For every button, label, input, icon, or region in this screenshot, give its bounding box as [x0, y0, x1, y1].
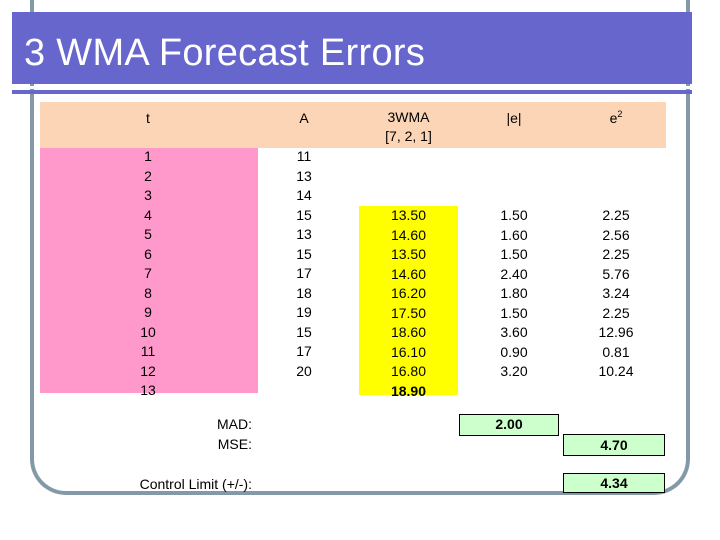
control-limit-value: 4.34: [563, 473, 665, 493]
t-cell: 4: [144, 206, 152, 223]
t-cell: 13: [140, 382, 156, 398]
error-squared-cell: 0.81: [602, 343, 630, 360]
t-cell: 8: [144, 284, 152, 301]
abs-error-cell: 1.50: [500, 207, 528, 223]
wma-cell: 16.20: [390, 285, 427, 301]
t-cell: 2: [144, 167, 152, 184]
error-squared-cell: 2.25: [602, 207, 630, 223]
header-a: A: [299, 110, 309, 126]
wma-cell: 18.60: [390, 324, 427, 340]
wma-cell: 13.50: [390, 246, 427, 262]
header-3wma-label: 3WMA: [387, 109, 430, 125]
a-cell: 15: [296, 323, 312, 340]
error-squared-cell: 12.96: [598, 324, 634, 340]
abs-error-cell: 3.20: [500, 363, 528, 379]
t-cell: 5: [144, 226, 152, 242]
slide-title: 3 WMA Forecast Errors: [24, 32, 426, 74]
a-cell: 18: [296, 284, 312, 301]
error-squared-cell: 3.24: [602, 285, 630, 301]
wma-cell: 16.10: [390, 343, 427, 360]
wma-cell: 18.90: [390, 382, 427, 399]
wma-column: 13.50 14.60 13.50 14.60 16.20 17.50 18.60 16.10…: [359, 206, 458, 401]
abs-error-cell: 2.40: [500, 265, 528, 282]
wma-column-background: [359, 206, 458, 395]
slide-frame: [30, 0, 690, 495]
error-squared-cell: 5.76: [602, 265, 630, 282]
t-cell: 7: [144, 265, 152, 281]
wma-cell: 17.50: [390, 304, 427, 321]
wma-cell: 13.50: [390, 207, 427, 223]
abs-error-cell: 1.60: [500, 226, 528, 243]
a-cell: 13: [296, 167, 312, 184]
header-e2-base: e: [609, 110, 618, 126]
t-cell: 3: [144, 187, 152, 203]
a-column: 11 13 14 15 13 15 17 18 19 15 17 20: [284, 147, 324, 381]
error-squared-cell: 2.56: [602, 226, 630, 243]
t-cell: 12: [140, 362, 156, 379]
control-limit-label: Control Limit (+/-):: [139, 476, 252, 492]
a-cell: 20: [296, 362, 312, 379]
t-column-background: [40, 148, 258, 393]
t-cell: 9: [144, 304, 152, 320]
header-error-squared: e2: [596, 109, 636, 127]
t-cell: 10: [140, 323, 156, 340]
t-column: 1 2 3 4 5 6 7 8 9 10 11 12 13: [128, 147, 168, 401]
a-cell: 14: [296, 187, 312, 203]
header-e2-exponent: 2: [617, 109, 623, 119]
abs-error-cell: 3.60: [500, 324, 528, 340]
header-3wma-weights: [7, 2, 1]: [385, 128, 432, 144]
mad-label: MAD:: [217, 416, 252, 432]
title-bar: [12, 12, 692, 94]
a-cell: 15: [296, 245, 312, 262]
error-squared-cell: 2.25: [602, 246, 630, 262]
mse-label: MSE:: [217, 436, 252, 452]
mse-value: 4.70: [563, 434, 665, 456]
abs-error-cell: 1.50: [500, 246, 528, 262]
t-cell: 11: [140, 343, 156, 359]
title-divider: [24, 86, 692, 89]
error-squared-cell: 2.25: [602, 304, 630, 321]
a-cell: 13: [296, 226, 312, 242]
mad-value: 2.00: [459, 414, 559, 436]
header-t: t: [146, 110, 150, 126]
abs-error-cell: 1.50: [500, 304, 528, 321]
a-cell: 15: [296, 206, 312, 223]
a-cell: 17: [296, 343, 312, 359]
wma-cell: 14.60: [390, 226, 427, 243]
wma-cell: 16.80: [390, 363, 427, 379]
a-cell: 17: [296, 265, 312, 281]
abs-error-cell: 0.90: [500, 343, 528, 360]
abs-error-cell: 1.80: [500, 285, 528, 301]
header-abs-error: |e|: [506, 110, 522, 126]
error-squared-column: 2.25 2.56 2.25 5.76 3.24 2.25 12.96 0.81 10.24: [586, 206, 646, 382]
wma-cell: 14.60: [390, 265, 427, 282]
a-cell: 11: [296, 148, 312, 164]
header-3wma: 3WMA [7, 2, 1]: [359, 108, 458, 146]
error-squared-cell: 10.24: [598, 363, 634, 379]
table-header-row: [40, 102, 666, 148]
t-cell: 6: [144, 245, 152, 262]
abs-error-column: 1.50 1.60 1.50 2.40 1.80 1.50 3.60 0.90 3.20: [484, 206, 544, 382]
a-cell: 19: [296, 304, 312, 320]
t-cell: 1: [144, 148, 152, 164]
